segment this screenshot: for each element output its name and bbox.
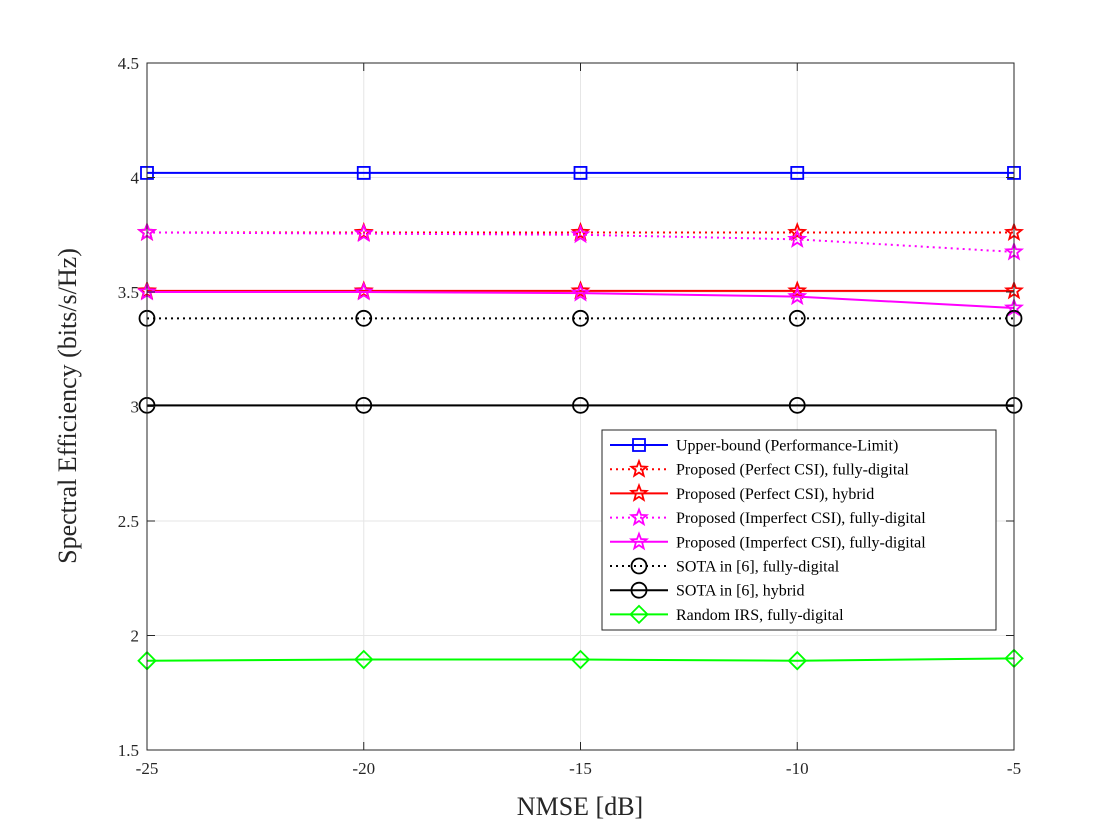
x-tick-label: -5 (1007, 759, 1021, 778)
legend-marker (632, 438, 646, 452)
legend-label: Proposed (Perfect CSI), hybrid (676, 486, 874, 503)
legend-label: Upper-bound (Performance-Limit) (676, 438, 898, 455)
data-point (570, 224, 591, 244)
y-tick-label: 4 (131, 169, 140, 188)
data-point (790, 166, 805, 180)
legend-entry: Proposed (Perfect CSI), fully-digital (610, 458, 909, 479)
legend-entry: Random IRS, fully-digital (610, 604, 844, 625)
y-tick-label: 2.5 (118, 512, 139, 531)
legend-label: Proposed (Imperfect CSI), fully-digital (676, 510, 926, 527)
legend-entry: SOTA in [6], hybrid (610, 581, 805, 600)
series-line (147, 291, 1015, 310)
legend: Upper-bound (Performance-Limit) Proposed … (601, 429, 997, 631)
legend-marker (629, 604, 649, 625)
y-tick-label: 2 (131, 627, 140, 646)
x-axis-label: NMSE [dB] (517, 792, 643, 821)
data-point (787, 650, 808, 671)
data-point (573, 166, 588, 180)
y-tick-label: 3 (131, 398, 140, 417)
x-tick-label: -25 (136, 759, 159, 778)
legend-marker (628, 482, 650, 502)
legend-entry: Proposed (Imperfect CSI), fully-digital (610, 531, 926, 551)
ticks: -25 -20 -15 -10 -5 1.5 2 2.5 3 3.5 4 4.5 (118, 54, 1021, 778)
data-point (353, 223, 374, 243)
data-point (787, 280, 808, 300)
legend-marker (628, 531, 650, 551)
legend-label: Random IRS, fully-digital (676, 607, 844, 624)
legend-label: Proposed (Perfect CSI), fully-digital (676, 462, 909, 479)
legend-entry: Proposed (Imperfect CSI), fully-digital (610, 507, 926, 527)
data-point (570, 280, 591, 300)
series-3 (136, 221, 1025, 261)
series-line (146, 231, 1015, 253)
legend-label: Proposed (Imperfect CSI), fully-digital (676, 534, 926, 551)
data-point (787, 228, 808, 248)
y-tick-label: 1.5 (118, 741, 139, 760)
x-tick-label: -10 (786, 759, 809, 778)
data-point (353, 649, 374, 670)
data-point (353, 221, 374, 241)
data-point (787, 221, 808, 241)
legend-marker (628, 458, 650, 478)
data-point (788, 309, 806, 327)
y-tick-label: 4.5 (118, 54, 139, 73)
x-tick-label: -15 (569, 759, 592, 778)
legend-entry: Proposed (Perfect CSI), hybrid (610, 482, 874, 503)
data-point (570, 221, 591, 241)
x-tick-label: -20 (352, 759, 375, 778)
data-point (356, 166, 371, 180)
data-point (355, 309, 373, 327)
series-line (146, 657, 1015, 662)
data-point (788, 396, 806, 414)
data-point (570, 282, 591, 302)
legend-marker (628, 507, 650, 527)
legend-label: SOTA in [6], hybrid (676, 583, 805, 600)
legend-marker (630, 581, 648, 599)
data-point (353, 281, 374, 301)
data-point (787, 286, 808, 306)
legend-marker (630, 557, 648, 575)
y-axis-label: Spectral Efficiency (bits/s/Hz) (53, 248, 82, 564)
legend-box (601, 429, 997, 631)
y-tick-label: 3.5 (118, 283, 139, 302)
data-point (572, 396, 589, 414)
data-point (570, 649, 591, 670)
legend-label: SOTA in [6], fully-digital (676, 559, 840, 576)
data-point (353, 280, 374, 300)
series-layer (136, 166, 1025, 671)
legend-entry: SOTA in [6], fully-digital (610, 557, 840, 576)
data-point (355, 396, 373, 414)
series-6 (138, 396, 1023, 414)
data-point (572, 309, 589, 327)
legend-entry: Upper-bound (Performance-Limit) (610, 438, 898, 455)
